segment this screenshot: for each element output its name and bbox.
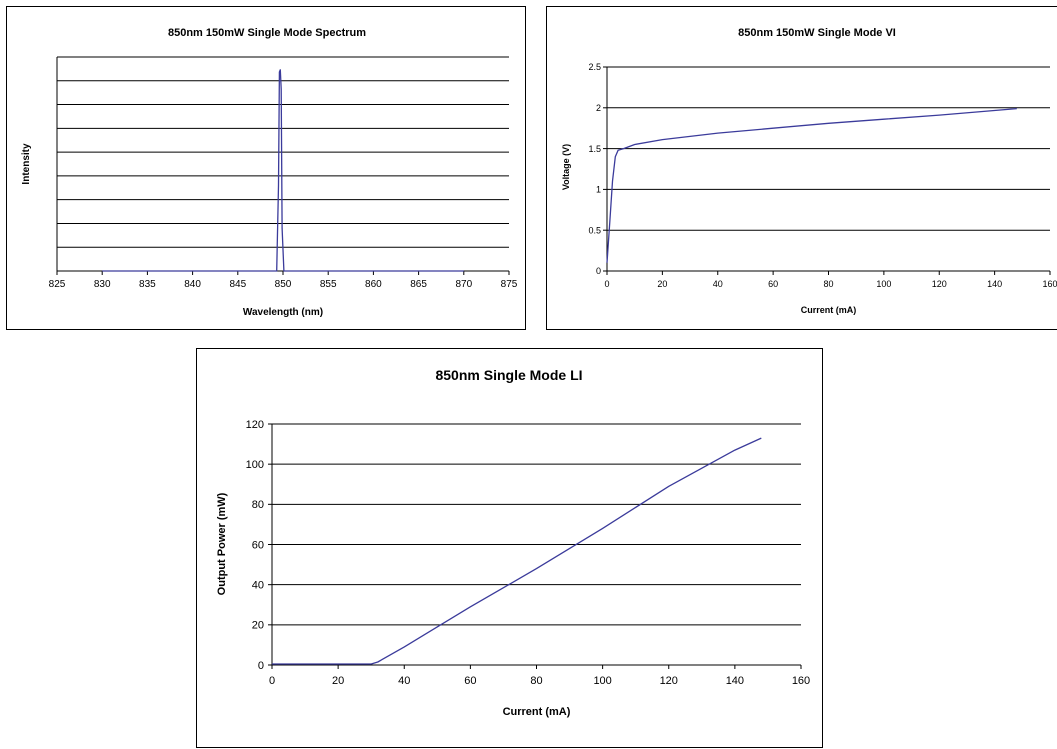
x-tick-label: 160 xyxy=(792,675,810,687)
spectrum-chart: 850nm 150mW Single Mode Spectrum 825 830 83… xyxy=(21,27,518,318)
li-chart: 850nm Single Mode LI 0 20 40 60 80 100 120 0 20 40… xyxy=(216,367,810,718)
x-tick-label: 0 xyxy=(269,675,275,687)
y-axis-label: Intensity xyxy=(21,143,32,185)
y-axis-label: Voltage (V) xyxy=(561,144,571,190)
x-tick-label: 140 xyxy=(987,279,1002,289)
x-axis-label: Wavelength (nm) xyxy=(243,307,323,318)
y-tick-label: 0 xyxy=(596,266,601,276)
spectrum-chart-panel: 850nm 150mW Single Mode Spectrum 825 830 83… xyxy=(6,6,526,330)
x-tick-label: 850 xyxy=(275,279,292,290)
li-chart-panel: 850nm Single Mode LI 0 20 40 60 80 100 120 0 20 40… xyxy=(196,348,823,748)
x-tick-label: 60 xyxy=(768,279,778,289)
x-axis-label: Current (mA) xyxy=(503,706,571,718)
chart-title: 850nm 150mW Single Mode Spectrum xyxy=(168,27,366,39)
x-tick-label: 840 xyxy=(184,279,201,290)
x-tick-label: 60 xyxy=(464,675,476,687)
x-tick-label: 20 xyxy=(332,675,344,687)
chart-title: 850nm Single Mode LI xyxy=(435,367,582,383)
x-tick-label: 120 xyxy=(932,279,947,289)
x-axis-label: Current (mA) xyxy=(801,305,857,315)
y-tick-label: 80 xyxy=(252,499,264,511)
x-tick-label: 80 xyxy=(823,279,833,289)
y-tick-label: 1 xyxy=(596,185,601,195)
y-tick-label: 2.5 xyxy=(588,62,601,72)
x-tick-label: 860 xyxy=(365,279,382,290)
x-tick-label: 870 xyxy=(455,279,472,290)
x-tick-label: 20 xyxy=(657,279,667,289)
series-line xyxy=(102,69,464,272)
x-tick-label: 845 xyxy=(229,279,246,290)
x-tick-label: 100 xyxy=(593,675,611,687)
chart-title: 850nm 150mW Single Mode VI xyxy=(738,27,896,39)
y-tick-label: 120 xyxy=(246,419,264,431)
series-line xyxy=(272,437,762,665)
y-tick-label: 0.5 xyxy=(588,225,601,235)
vi-chart-panel: 850nm 150mW Single Mode VI 0 0.5 1 1.5 2 2.5 0 2… xyxy=(546,6,1057,330)
x-tick-label: 160 xyxy=(1042,279,1057,289)
series-line xyxy=(606,107,1017,263)
y-tick-label: 2 xyxy=(596,103,601,113)
y-tick-label: 100 xyxy=(246,459,264,471)
x-tick-label: 100 xyxy=(876,279,891,289)
x-tick-label: 40 xyxy=(398,675,410,687)
x-tick-label: 865 xyxy=(410,279,427,290)
x-tick-label: 40 xyxy=(713,279,723,289)
y-tick-label: 1.5 xyxy=(588,144,601,154)
y-tick-label: 20 xyxy=(252,620,264,632)
x-tick-label: 835 xyxy=(139,279,156,290)
y-axis-label: Output Power (mW) xyxy=(216,492,228,595)
x-tick-label: 80 xyxy=(530,675,542,687)
x-tick-label: 855 xyxy=(320,279,337,290)
x-tick-label: 0 xyxy=(604,279,609,289)
vi-chart: 850nm 150mW Single Mode VI 0 0.5 1 1.5 2 2.5 0 2… xyxy=(561,27,1057,315)
x-tick-label: 830 xyxy=(94,279,111,290)
y-tick-label: 40 xyxy=(252,580,264,592)
x-tick-label: 875 xyxy=(501,279,518,290)
x-tick-label: 825 xyxy=(49,279,66,290)
x-tick-label: 140 xyxy=(726,675,744,687)
y-tick-label: 60 xyxy=(252,539,264,551)
y-tick-label: 0 xyxy=(258,660,264,672)
x-tick-label: 120 xyxy=(660,675,678,687)
